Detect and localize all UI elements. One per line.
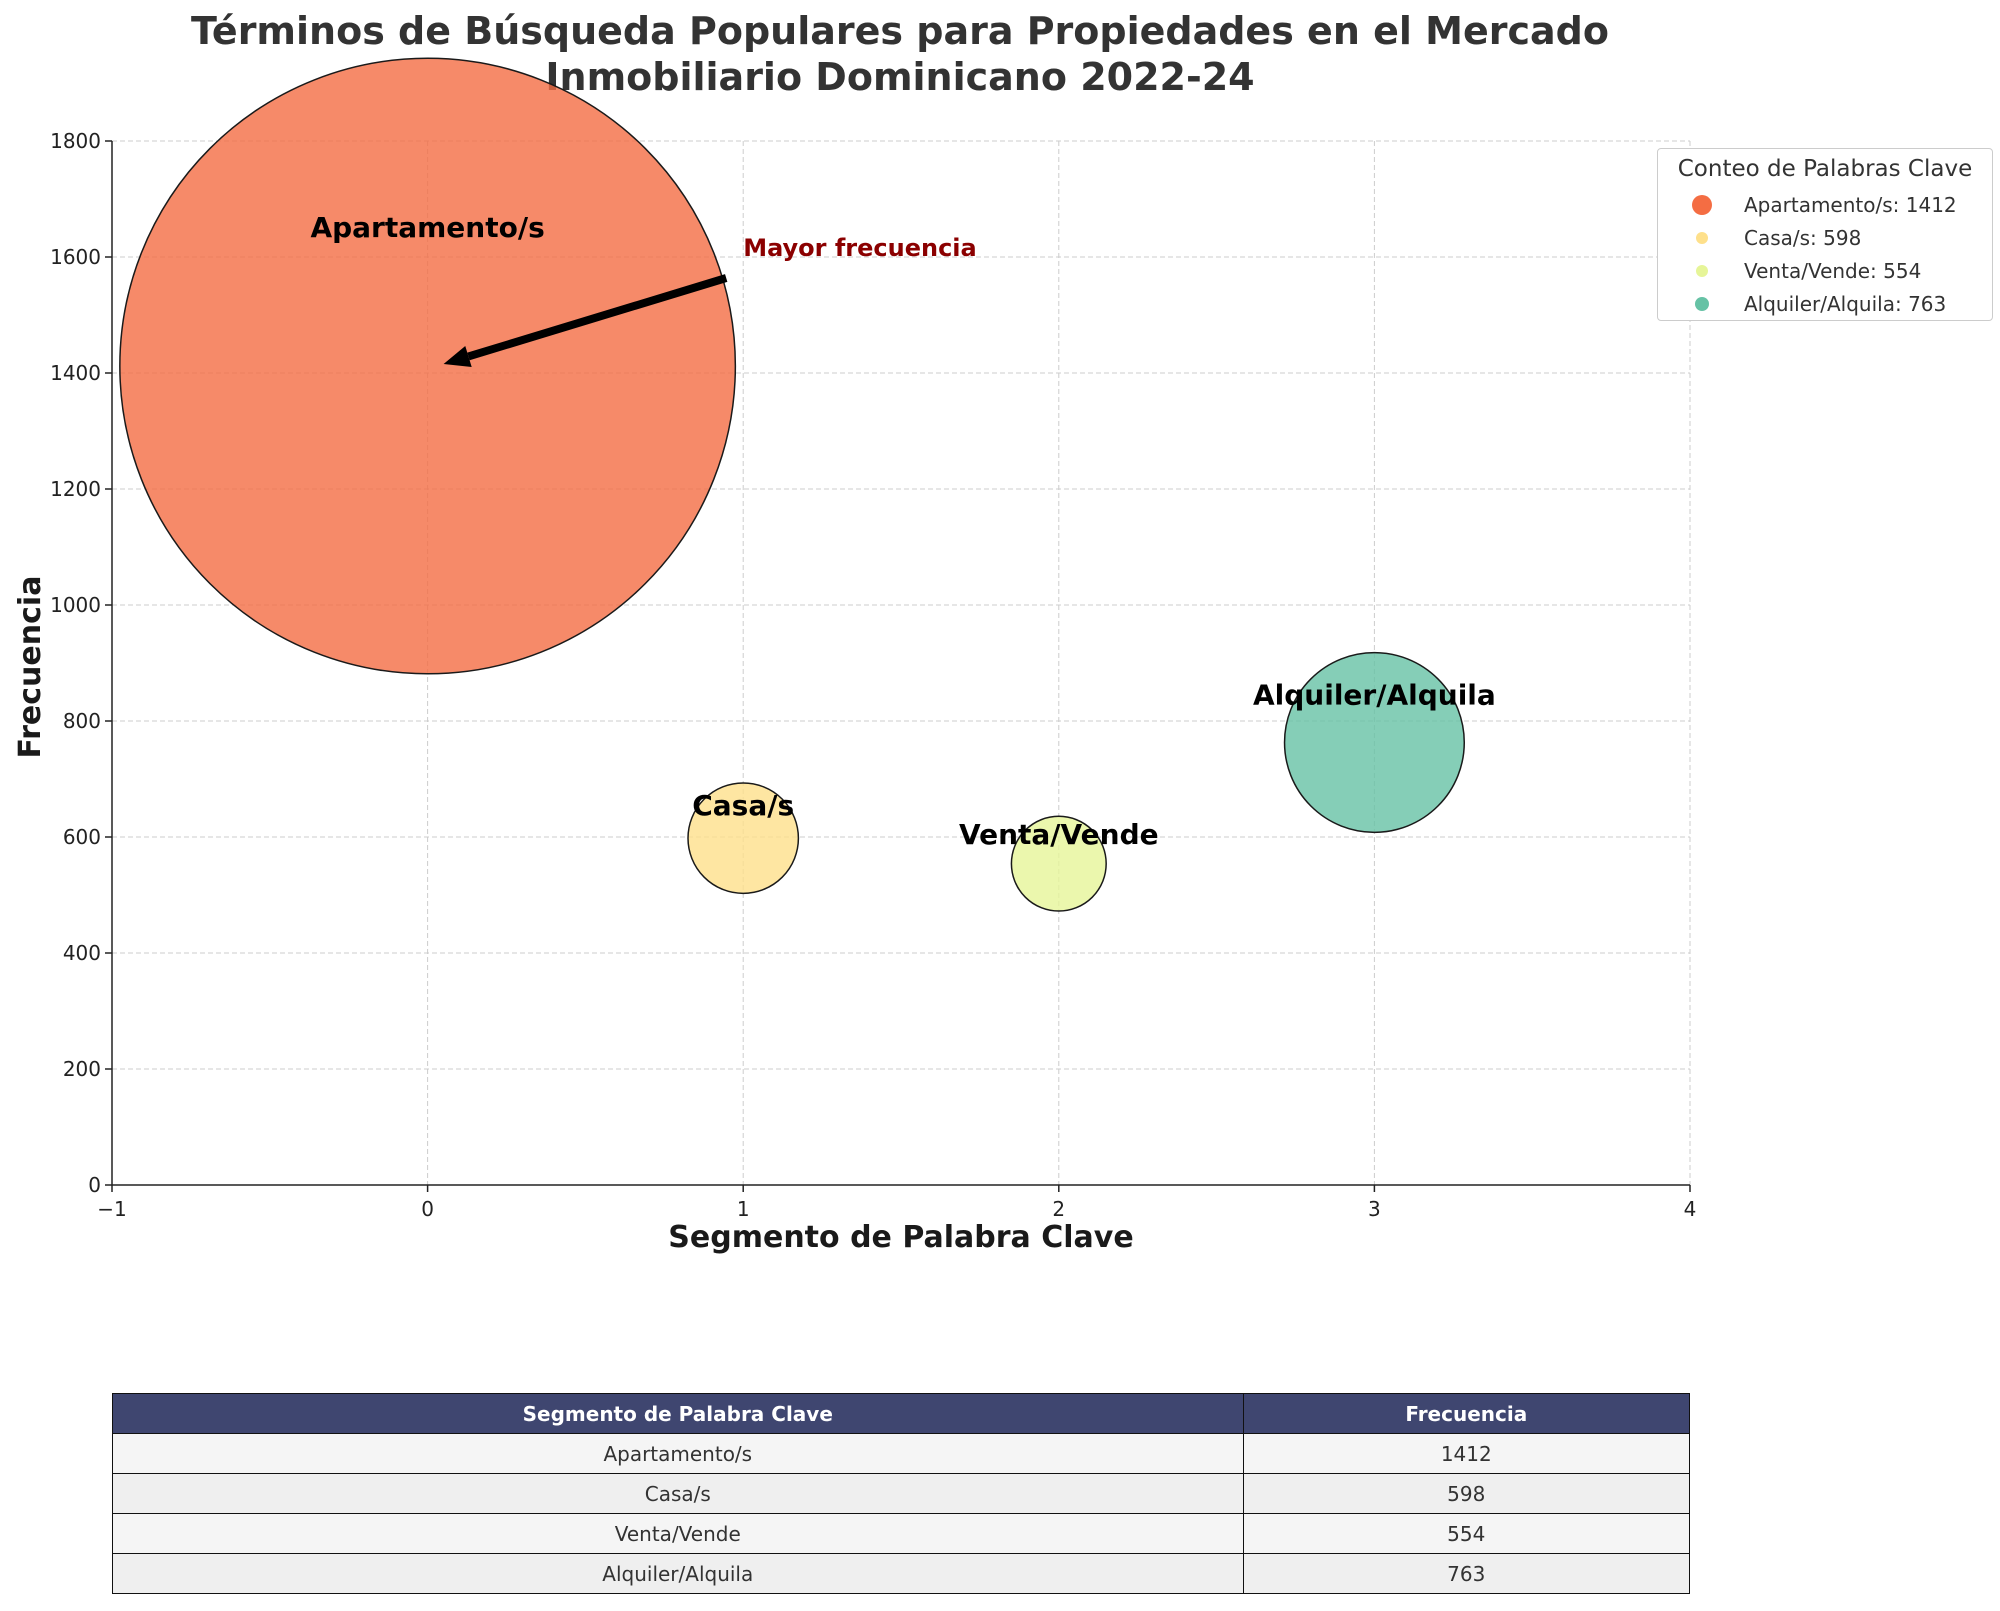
table-cell-segment: Casa/s — [112, 1473, 1244, 1514]
chart-title-line-2: Inmobiliario Dominicano 2022-24 — [545, 55, 1255, 99]
x-tick-label: 2 — [1052, 1197, 1065, 1221]
bubble-label: Alquiler/Alquila — [1253, 679, 1496, 712]
table-header-row: Segmento de Palabra Clave Frecuencia — [112, 1393, 1691, 1434]
legend-label: Casa/s: 598 — [1744, 225, 1862, 250]
bubble-label: Venta/Vende — [959, 818, 1159, 851]
y-tick-label: 0 — [88, 1173, 101, 1197]
legend-item: Apartamento/s: 1412 — [1658, 188, 1992, 221]
table-row: Casa/s 598 — [112, 1473, 1691, 1514]
y-tick-label: 200 — [63, 1057, 101, 1081]
data-table: Segmento de Palabra Clave Frecuencia Apa… — [112, 1393, 1691, 1594]
table-cell-segment: Venta/Vende — [112, 1513, 1244, 1554]
legend: Conteo de Palabras Clave Apartamento/s: … — [1657, 148, 1993, 321]
x-axis-label: Segmento de Palabra Clave — [668, 1220, 1133, 1255]
chart-title: Términos de Búsqueda Populares para Prop… — [0, 8, 1800, 100]
table-row: Alquiler/Alquila 763 — [112, 1553, 1691, 1594]
table-cell-frequency: 598 — [1242, 1473, 1691, 1514]
y-tick-label: 1200 — [50, 477, 101, 501]
legend-marker — [1696, 231, 1708, 244]
y-tick-label: 1000 — [50, 593, 101, 617]
bubble — [687, 782, 800, 895]
bubble-chart: −1 0 1 2 3 4020040060080010001200140016001800… — [13, 57, 1696, 1255]
table-cell-frequency: 763 — [1242, 1553, 1691, 1594]
chart-title-line-1: Términos de Búsqueda Populares para Prop… — [191, 9, 1609, 53]
y-tick-label: 1800 — [50, 129, 101, 153]
table-row: Venta/Vende 554 — [112, 1513, 1691, 1554]
x-tick-label: 3 — [1368, 1197, 1381, 1221]
y-tick-label: 1400 — [50, 361, 101, 385]
legend-item: Casa/s: 598 — [1658, 221, 1992, 254]
y-axis-label: Frecuencia — [13, 576, 48, 759]
annotation-arrow-shaft — [467, 274, 728, 361]
legend-marker — [1695, 296, 1709, 311]
bubble — [1283, 651, 1466, 834]
table-cell-segment: Apartamento/s — [112, 1433, 1244, 1474]
table-header-frequency: Frecuencia — [1242, 1393, 1691, 1434]
legend-item: Alquiler/Alquila: 763 — [1658, 287, 1992, 320]
legend-label: Apartamento/s: 1412 — [1744, 192, 1957, 217]
legend-items: Apartamento/s: 1412 Casa/s: 598 Venta/Vend… — [1658, 188, 1992, 320]
table-row: Apartamento/s 1412 — [112, 1433, 1691, 1474]
legend-item: Venta/Vende: 554 — [1658, 254, 1992, 287]
x-tick-label: −1 — [97, 1197, 126, 1221]
y-tick-label: 400 — [63, 941, 101, 965]
table-cell-segment: Alquiler/Alquila — [112, 1553, 1244, 1594]
x-tick-label: 4 — [1684, 1197, 1697, 1221]
y-tick-label: 1600 — [50, 245, 101, 269]
bubble-label: Casa/s — [692, 789, 794, 822]
bubble — [1010, 815, 1107, 912]
bubble-label: Apartamento/s — [310, 211, 544, 244]
y-tick-label: 600 — [63, 825, 101, 849]
y-tick-label: 800 — [63, 709, 101, 733]
x-tick-label: 0 — [421, 1197, 434, 1221]
bubble — [119, 57, 737, 675]
annotation: Mayor frecuencia — [443, 234, 977, 367]
table-header-segment: Segmento de Palabra Clave — [112, 1393, 1244, 1434]
legend-label: Venta/Vende: 554 — [1744, 258, 1922, 283]
legend-marker — [1696, 264, 1708, 277]
table-cell-frequency: 1412 — [1242, 1433, 1691, 1474]
legend-label: Alquiler/Alquila: 763 — [1744, 291, 1947, 316]
legend-marker — [1692, 194, 1712, 215]
bubbles: Apartamento/s Casa/s Venta/Vende Alquiler/A… — [119, 57, 1496, 912]
annotation-arrow-head — [443, 345, 472, 367]
x-tick-label: 1 — [737, 1197, 750, 1221]
annotation-text: Mayor frecuencia — [743, 234, 977, 262]
legend-title: Conteo de Palabras Clave — [1677, 156, 1973, 182]
table-cell-frequency: 554 — [1242, 1513, 1691, 1554]
